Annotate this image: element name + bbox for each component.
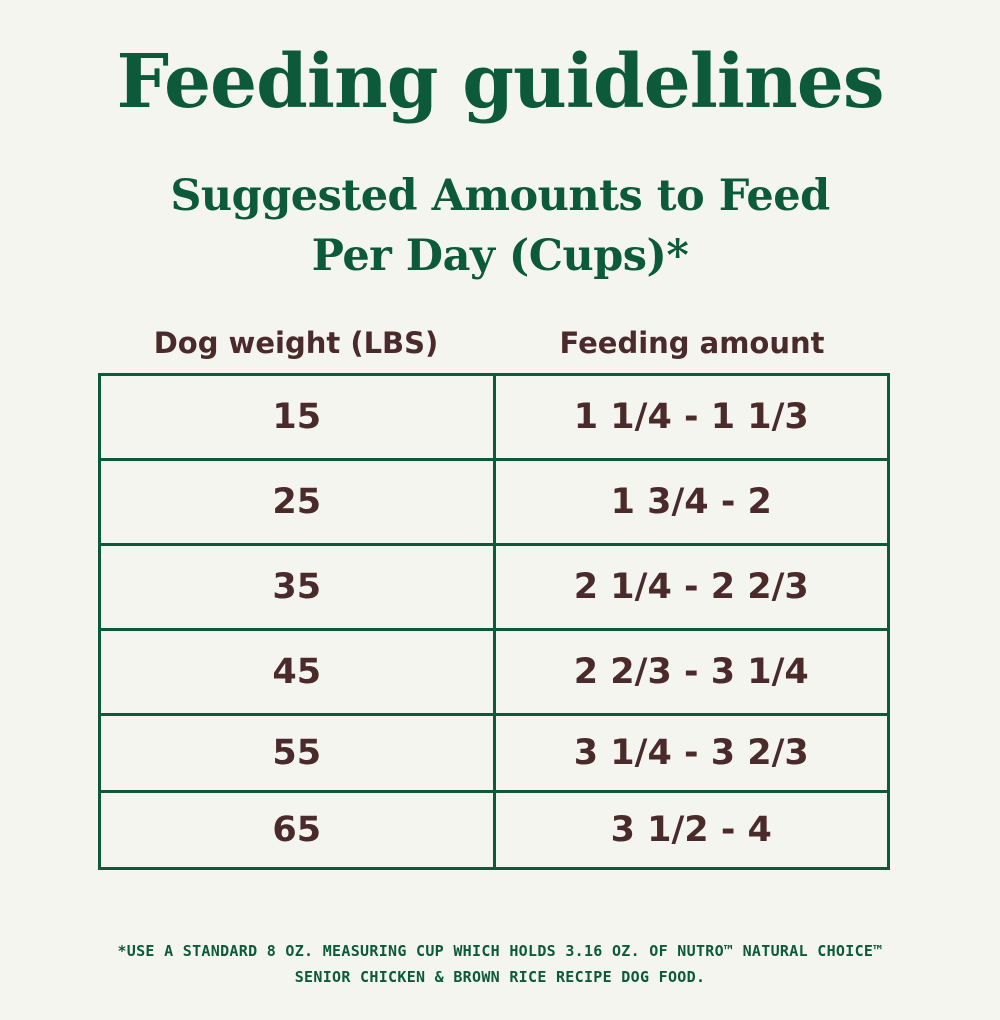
weight-cell: 15: [98, 373, 496, 461]
weight-cell: 35: [98, 543, 496, 631]
column-header-dog-weight: Dog weight (LBS): [153, 326, 439, 360]
amount-cell: 3 1/4 - 3 2/3: [492, 713, 890, 793]
table-row: 45 2 2/3 - 3 1/4: [98, 628, 890, 716]
column-header-feeding-amount: Feeding amount: [559, 326, 825, 360]
amount-cell: 2 1/4 - 2 2/3: [492, 543, 890, 631]
page-title: Feeding guidelines: [116, 39, 884, 125]
amount-cell: 1 1/4 - 1 1/3: [492, 373, 890, 461]
table-row: 55 3 1/4 - 3 2/3: [98, 713, 890, 793]
subtitle-line-2: Per Day (Cups)*: [311, 231, 689, 281]
weight-cell: 65: [98, 790, 496, 870]
weight-cell: 55: [98, 713, 496, 793]
weight-cell: 45: [98, 628, 496, 716]
footnote: *USE A STANDARD 8 OZ. MEASURING CUP WHIC…: [0, 938, 1000, 990]
table-row: 65 3 1/2 - 4: [98, 790, 890, 870]
subtitle-line-1: Suggested Amounts to Feed: [170, 171, 830, 221]
amount-cell: 1 3/4 - 2: [492, 458, 890, 546]
table-row: 25 1 3/4 - 2: [98, 458, 890, 546]
amount-cell: 3 1/2 - 4: [492, 790, 890, 870]
weight-cell: 25: [98, 458, 496, 546]
amount-cell: 2 2/3 - 3 1/4: [492, 628, 890, 716]
page-subtitle: Suggested Amounts to Feed Per Day (Cups)…: [0, 166, 1000, 286]
footnote-line-1: *USE A STANDARD 8 OZ. MEASURING CUP WHIC…: [117, 942, 883, 960]
footnote-line-2: SENIOR CHICKEN & BROWN RICE RECIPE DOG F…: [294, 968, 706, 986]
feeding-table: 15 1 1/4 - 1 1/3 25 1 3/4 - 2 35 2 1/4 -…: [98, 373, 890, 870]
table-row: 35 2 1/4 - 2 2/3: [98, 543, 890, 631]
table-row: 15 1 1/4 - 1 1/3: [98, 373, 890, 461]
